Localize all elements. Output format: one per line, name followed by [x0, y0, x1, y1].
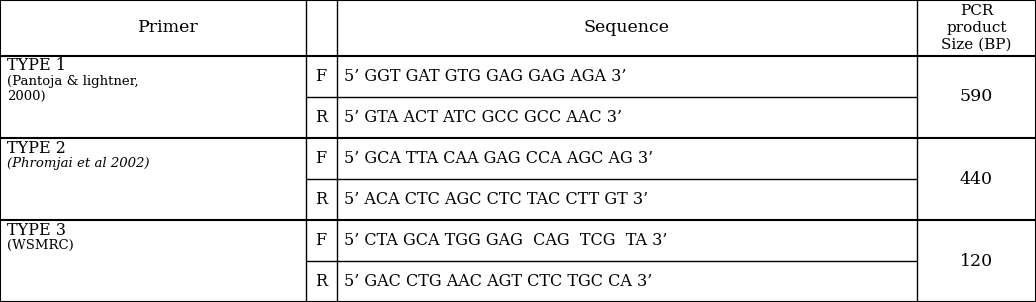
Text: PCR
product
Size (BP): PCR product Size (BP) — [941, 4, 1012, 52]
Text: 440: 440 — [960, 171, 992, 188]
Text: 5’ GCA TTA CAA GAG CCA AGC AG 3’: 5’ GCA TTA CAA GAG CCA AGC AG 3’ — [344, 150, 653, 167]
Text: Sequence: Sequence — [583, 19, 670, 37]
Text: F: F — [316, 150, 326, 167]
Text: 590: 590 — [959, 88, 994, 105]
Text: 5’ ACA CTC AGC CTC TAC CTT GT 3’: 5’ ACA CTC AGC CTC TAC CTT GT 3’ — [344, 191, 649, 208]
Text: 120: 120 — [960, 253, 992, 270]
Text: (WSMRC): (WSMRC) — [7, 239, 74, 252]
Text: (Pantoja & lightner,
2000): (Pantoja & lightner, 2000) — [7, 75, 139, 103]
Text: 5’ GGT GAT GTG GAG GAG AGA 3’: 5’ GGT GAT GTG GAG GAG AGA 3’ — [344, 68, 627, 85]
Text: TYPE 1: TYPE 1 — [7, 57, 66, 74]
Text: 5’ GTA ACT ATC GCC GCC AAC 3’: 5’ GTA ACT ATC GCC GCC AAC 3’ — [344, 109, 622, 126]
Text: F: F — [316, 232, 326, 249]
Text: 5’ GAC CTG AAC AGT CTC TGC CA 3’: 5’ GAC CTG AAC AGT CTC TGC CA 3’ — [344, 273, 653, 290]
Text: R: R — [315, 109, 327, 126]
Text: R: R — [315, 273, 327, 290]
Text: TYPE 2: TYPE 2 — [7, 140, 66, 156]
Text: F: F — [316, 68, 326, 85]
Text: TYPE 3: TYPE 3 — [7, 222, 66, 239]
Text: (Phromjai et al 2002): (Phromjai et al 2002) — [7, 157, 150, 170]
Text: 5’ CTA GCA TGG GAG  CAG  TCG  TA 3’: 5’ CTA GCA TGG GAG CAG TCG TA 3’ — [344, 232, 667, 249]
Text: Primer: Primer — [138, 19, 199, 37]
Text: R: R — [315, 191, 327, 208]
